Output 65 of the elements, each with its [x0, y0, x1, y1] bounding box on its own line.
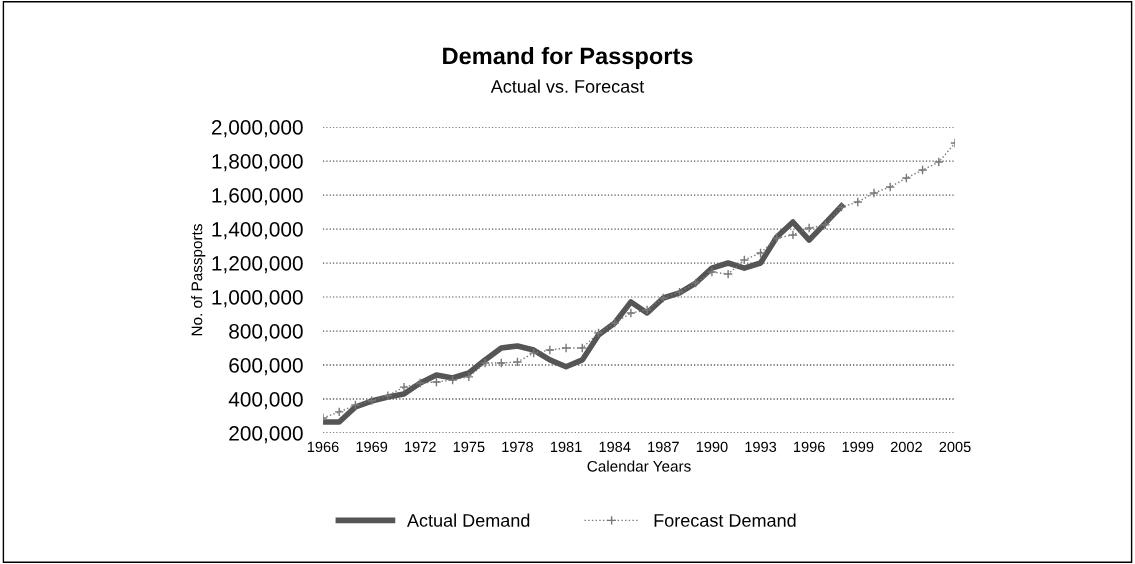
point: [561, 343, 571, 353]
point: [577, 343, 588, 353]
y-tick-label: 200,000: [229, 426, 303, 444]
x-tick-label: 1981: [550, 441, 582, 453]
point: [836, 202, 847, 212]
point: [804, 223, 815, 233]
point: [463, 372, 474, 382]
point: [755, 248, 766, 258]
point: [658, 293, 669, 303]
point: [674, 287, 685, 297]
chart-subtitle: Actual vs. Forecast: [490, 79, 645, 93]
y-axis-title: No. of Passports: [191, 224, 206, 336]
y-tick-label: 1,400,000: [212, 222, 303, 240]
x-tick-label: 1972: [405, 441, 436, 453]
point: [642, 305, 652, 315]
point: [431, 377, 442, 387]
x-tick-label: 1990: [696, 441, 728, 453]
point: [690, 278, 701, 288]
x-tick-label: 1993: [745, 441, 777, 453]
point: [334, 407, 345, 417]
point: [480, 358, 490, 368]
y-tick-label: 2,000,000: [211, 120, 303, 138]
chart-title: Demand for Passports: [443, 47, 693, 70]
point: [885, 182, 896, 192]
point: [496, 358, 507, 368]
point: [820, 220, 831, 230]
point: [852, 197, 863, 207]
point: [707, 267, 717, 277]
point: [350, 400, 361, 410]
x-tick-label: 1987: [648, 441, 679, 453]
y-tick-label: 1,200,000: [212, 256, 303, 274]
y-tick-label: 800,000: [229, 324, 303, 342]
x-tick-label: 1966: [307, 441, 339, 453]
point: [593, 328, 604, 338]
y-tick-label: 400,000: [228, 392, 303, 410]
point: [528, 348, 539, 358]
x-tick-label: 1975: [453, 441, 485, 453]
point: [933, 157, 944, 167]
legend-label: Actual Demand: [406, 513, 530, 527]
point: [545, 345, 555, 355]
y-tick-label: 1,000,000: [212, 290, 303, 308]
x-tick-label: 1969: [356, 441, 388, 453]
y-tick-label: 1,600,000: [212, 188, 303, 206]
point: [917, 165, 928, 175]
legend-label: Forecast Demand: [654, 513, 796, 527]
point: [512, 357, 523, 367]
point: [739, 255, 750, 265]
point: [771, 233, 782, 243]
point: [609, 318, 620, 328]
point: [447, 375, 458, 385]
x-axis-title: Calendar Years: [587, 460, 691, 472]
x-tick-label: 1999: [842, 441, 874, 453]
point: [399, 382, 409, 392]
y-tick-label: 600,000: [229, 358, 303, 376]
y-tick-label: 1,800,000: [212, 154, 303, 172]
x-tick-label: 2002: [890, 441, 922, 453]
x-tick-label: 1996: [794, 441, 825, 453]
x-tick-label: 1984: [599, 441, 631, 453]
x-tick-label: 2005: [939, 441, 971, 453]
point: [869, 188, 879, 198]
point: [901, 173, 912, 183]
point: [626, 308, 636, 318]
point: [723, 269, 733, 279]
x-tick-label: 1978: [502, 441, 534, 453]
point: [788, 230, 798, 240]
